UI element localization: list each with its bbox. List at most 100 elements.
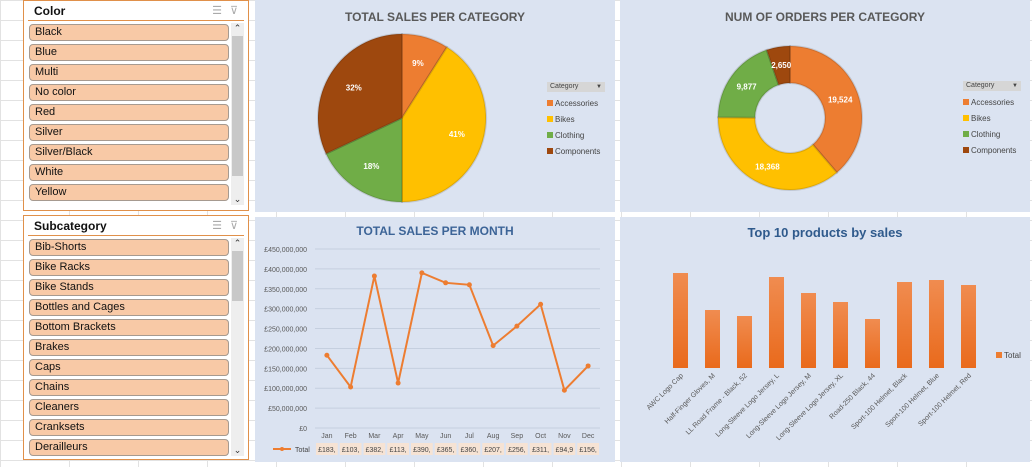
data-point-mar — [371, 273, 377, 279]
x-tick-label: Jul — [465, 433, 474, 440]
table-cell — [553, 443, 576, 455]
clear-filter-icon[interactable]: ⊽ — [229, 220, 238, 232]
legend-label: Total — [295, 447, 310, 454]
legend-filter-button[interactable]: Category — [963, 81, 1021, 91]
x-tick-label: LL Road Frame - Black, 52 — [685, 372, 749, 436]
data-point-nov — [561, 387, 567, 393]
slicer-item[interactable]: Caps — [29, 359, 229, 376]
slicer-item[interactable]: Brakes — [29, 339, 229, 356]
data-point-jan — [324, 352, 330, 358]
table-value: £156, — [579, 447, 597, 454]
legend-swatch — [547, 116, 553, 122]
legend-item: Bikes — [547, 111, 605, 127]
chart-title: TOTAL SALES PER CATEGORY — [344, 10, 526, 24]
slicer-item[interactable]: Cranksets — [29, 419, 229, 436]
slicer-item[interactable]: Chains — [29, 379, 229, 396]
slicer-item[interactable]: Multi — [29, 64, 229, 81]
multi-select-icon[interactable]: ☰ — [212, 220, 222, 232]
pie-chart-panel[interactable]: TOTAL SALES PER CATEGORY 9% 41% 18% 32% Cat… — [255, 0, 615, 212]
x-tick-label: Dec — [582, 433, 595, 440]
multi-select-icon[interactable]: ☰ — [212, 5, 222, 17]
slicer-item[interactable]: Silver/Black — [29, 144, 229, 161]
scroll-down-icon[interactable]: ⌄ — [233, 445, 242, 455]
data-label: 9% — [412, 59, 424, 68]
slicer-item[interactable]: Bottom Brackets — [29, 319, 229, 336]
chart-title: TOTAL SALES PER MONTH — [356, 224, 514, 238]
scroll-thumb[interactable] — [232, 36, 243, 176]
bar — [865, 319, 880, 368]
legend-label: Bikes — [555, 114, 575, 124]
slicer-item[interactable]: White — [29, 164, 229, 181]
table-value: £256, — [508, 447, 526, 454]
slicer-item[interactable]: Cleaners — [29, 399, 229, 416]
slicer-item[interactable]: Bike Stands — [29, 279, 229, 296]
slicer-item[interactable]: Bib-Shorts — [29, 239, 229, 256]
scroll-down-icon[interactable]: ⌄ — [233, 194, 242, 204]
slicer-item[interactable]: Silver — [29, 124, 229, 141]
scroll-up-icon[interactable]: ⌃ — [233, 238, 242, 248]
slicer-items: Bib-Shorts Bike Racks Bike Stands Bottles a… — [24, 236, 248, 456]
x-tick-label: Feb — [345, 433, 357, 440]
legend-swatch — [996, 352, 1002, 358]
slice-components — [317, 32, 403, 156]
bar — [897, 282, 912, 368]
data-point-feb — [348, 384, 354, 390]
legend-swatch — [963, 115, 969, 121]
slice-accessories — [401, 32, 449, 122]
legend-label: Clothing — [971, 129, 1001, 139]
scrollbar[interactable]: ⌃ ⌄ — [231, 238, 244, 456]
legend-swatch — [547, 100, 553, 106]
chart-legend: Category Accessories Bikes Clothing Componen… — [547, 82, 605, 159]
scroll-thumb[interactable] — [232, 251, 243, 301]
table-cell — [577, 443, 599, 455]
slicer-item[interactable]: Black — [29, 24, 229, 41]
table-cell — [506, 443, 528, 455]
slicer-item[interactable]: Blue — [29, 44, 229, 61]
clear-filter-icon[interactable]: ⊽ — [229, 5, 238, 17]
bar — [673, 273, 688, 368]
line-chart: £0 £50,000,000 £100,000,000 £150,000,000 £20… — [264, 247, 600, 455]
x-tick-label: Jun — [440, 433, 451, 440]
slicer-title: Subcategory — [34, 218, 107, 233]
legend-item: Components — [963, 142, 1021, 158]
data-label: 2,650 — [771, 61, 792, 70]
x-tick-label: Long-Sleeve Logo Jersey, M — [745, 372, 813, 440]
slicer-item[interactable]: Derailleurs — [29, 439, 229, 456]
data-point-may — [419, 270, 425, 276]
slicer-item[interactable]: Bike Racks — [29, 259, 229, 276]
line-chart-panel[interactable]: TOTAL SALES PER MONTH £0 £50,000,000 £100,… — [255, 217, 615, 462]
legend-item: Accessories — [963, 94, 1021, 110]
table-value: £94,9 — [556, 447, 574, 454]
slicer-item[interactable]: Yellow — [29, 184, 229, 201]
legend-label: Components — [555, 146, 601, 156]
x-tick-label: Jan — [321, 433, 332, 440]
legend-swatch — [963, 99, 969, 105]
y-tick-label: £250,000,000 — [264, 327, 307, 334]
table-cell — [482, 443, 504, 455]
slicer-items: Black Blue Multi No color Red Silver Silver/Bl… — [24, 21, 248, 201]
bar-chart-panel[interactable]: Top 10 products by sales AWC Logo Cap Hal… — [620, 217, 1030, 462]
legend-filter-button[interactable]: Category — [547, 82, 605, 92]
bar — [705, 310, 720, 368]
slice-bikes — [401, 45, 487, 204]
scroll-up-icon[interactable]: ⌃ — [233, 23, 242, 33]
slice-clothing — [716, 48, 780, 119]
x-tick-label: Sep — [511, 433, 524, 440]
legend-label: Components — [971, 145, 1017, 155]
table-value: £382, — [366, 447, 384, 454]
slicer-item[interactable]: Bottles and Cages — [29, 299, 229, 316]
legend-label: Bikes — [971, 113, 991, 123]
donut-chart-panel[interactable]: NUM OF ORDERS PER CATEGORY 19,524 18,368 9… — [620, 0, 1030, 212]
x-tick-label: Sport-100 Helmet, Blue — [885, 372, 941, 428]
bar — [833, 302, 848, 368]
legend-marker — [280, 447, 284, 451]
table-cell — [316, 443, 338, 455]
slicer-item[interactable]: No color — [29, 84, 229, 101]
scrollbar[interactable]: ⌃ ⌄ — [231, 23, 244, 205]
table-value: £113, — [390, 447, 407, 454]
data-point-jul — [466, 282, 472, 288]
table-value: £311, — [532, 447, 549, 454]
slicer-item[interactable]: Red — [29, 104, 229, 121]
data-label: 9,877 — [737, 83, 758, 92]
bar — [929, 280, 944, 368]
